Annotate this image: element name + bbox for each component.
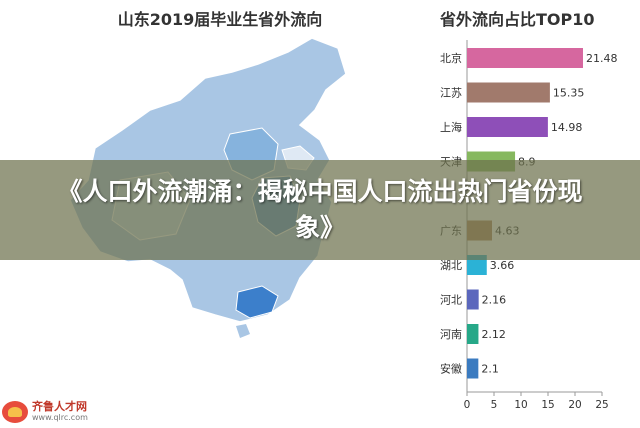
category-label: 上海 xyxy=(440,120,462,134)
category-label: 河南 xyxy=(440,328,462,341)
x-tick-label: 15 xyxy=(541,399,554,411)
bar xyxy=(467,358,479,379)
data-label: 14.98 xyxy=(551,121,583,134)
data-label: 15.35 xyxy=(553,87,585,100)
x-tick-label: 20 xyxy=(568,399,581,411)
category-label: 湖北 xyxy=(440,259,462,272)
category-label: 江苏 xyxy=(440,87,462,100)
bar xyxy=(467,324,479,344)
bar xyxy=(467,289,479,310)
x-tick-label: 10 xyxy=(514,399,527,411)
bar xyxy=(467,117,548,137)
category-label: 安徽 xyxy=(440,362,462,376)
x-tick-label: 25 xyxy=(595,399,608,411)
data-label: 2.16 xyxy=(482,294,507,307)
watermark-logo-icon xyxy=(2,401,28,423)
watermark-name: 齐鲁人才网 xyxy=(32,400,87,413)
watermark-url: www.qlrc.com xyxy=(32,413,88,422)
x-tick-label: 5 xyxy=(491,399,498,411)
province-guangdong xyxy=(235,285,279,319)
banner-text: 《人口外流潮涌：揭秘中国人口流出热门省份现象》 xyxy=(57,177,583,242)
data-label: 2.12 xyxy=(481,328,506,341)
watermark: 齐鲁人才网 www.qlrc.com xyxy=(2,398,112,426)
chart-title: 省外流向占比TOP10 xyxy=(440,10,595,29)
data-label: 2.1 xyxy=(481,363,499,376)
bar xyxy=(467,255,487,275)
x-tick-label: 0 xyxy=(464,399,471,411)
province-hainan xyxy=(236,324,250,338)
category-label: 北京 xyxy=(440,51,462,65)
data-label: 21.48 xyxy=(586,52,618,65)
category-label: 河北 xyxy=(440,294,462,307)
bar xyxy=(467,82,550,103)
data-label: 3.66 xyxy=(490,259,514,272)
bar xyxy=(467,48,583,68)
overlay-banner: 《人口外流潮涌：揭秘中国人口流出热门省份现象》 xyxy=(0,160,640,260)
map-title: 山东2019届毕业生省外流向 xyxy=(117,10,323,29)
